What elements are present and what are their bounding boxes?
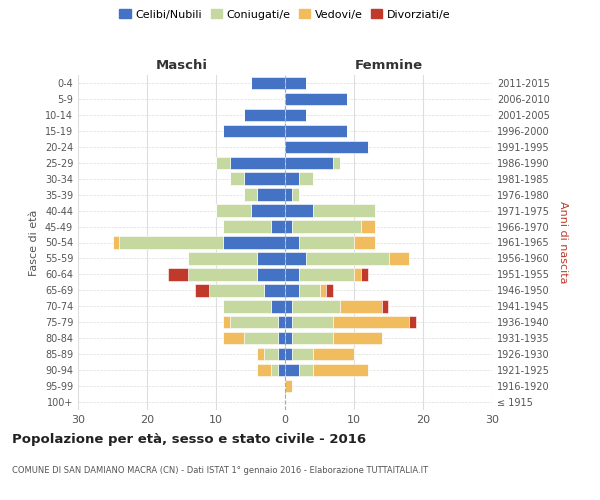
Bar: [285, 92, 347, 105]
Bar: [230, 156, 285, 169]
Bar: [257, 364, 271, 376]
Bar: [313, 204, 374, 217]
Bar: [196, 284, 209, 296]
Bar: [361, 268, 368, 280]
Bar: [278, 364, 285, 376]
Bar: [251, 204, 285, 217]
Bar: [299, 364, 313, 376]
Bar: [223, 332, 244, 344]
Bar: [334, 156, 340, 169]
Bar: [285, 236, 299, 248]
Bar: [168, 268, 188, 280]
Bar: [285, 204, 313, 217]
Bar: [285, 188, 292, 201]
Bar: [285, 220, 292, 233]
Bar: [326, 284, 334, 296]
Bar: [230, 172, 244, 185]
Bar: [292, 348, 313, 360]
Text: COMUNE DI SAN DAMIANO MACRA (CN) - Dati ISTAT 1° gennaio 2016 - Elaborazione TUT: COMUNE DI SAN DAMIANO MACRA (CN) - Dati …: [12, 466, 428, 475]
Bar: [285, 380, 292, 392]
Bar: [292, 316, 334, 328]
Bar: [188, 268, 257, 280]
Y-axis label: Fasce di età: Fasce di età: [29, 210, 39, 276]
Bar: [257, 348, 265, 360]
Bar: [223, 316, 230, 328]
Bar: [285, 172, 299, 185]
Bar: [292, 300, 340, 312]
Bar: [285, 156, 334, 169]
Bar: [299, 172, 313, 185]
Bar: [313, 348, 354, 360]
Text: Popolazione per età, sesso e stato civile - 2016: Popolazione per età, sesso e stato civil…: [12, 432, 366, 446]
Bar: [244, 108, 285, 121]
Bar: [285, 252, 306, 264]
Bar: [209, 284, 265, 296]
Bar: [278, 332, 285, 344]
Bar: [257, 268, 285, 280]
Bar: [285, 300, 292, 312]
Bar: [244, 188, 257, 201]
Bar: [265, 284, 285, 296]
Bar: [361, 220, 374, 233]
Legend: Celibi/Nubili, Coniugati/e, Vedovi/e, Divorziati/e: Celibi/Nubili, Coniugati/e, Vedovi/e, Di…: [117, 7, 453, 22]
Text: Femmine: Femmine: [355, 59, 422, 72]
Bar: [251, 77, 285, 89]
Bar: [285, 268, 299, 280]
Bar: [354, 236, 374, 248]
Bar: [306, 252, 389, 264]
Text: Maschi: Maschi: [155, 59, 208, 72]
Bar: [223, 300, 271, 312]
Bar: [188, 252, 257, 264]
Bar: [119, 236, 223, 248]
Bar: [271, 364, 278, 376]
Bar: [216, 204, 251, 217]
Bar: [292, 332, 334, 344]
Bar: [285, 140, 368, 153]
Bar: [223, 236, 285, 248]
Bar: [271, 220, 285, 233]
Bar: [285, 332, 292, 344]
Bar: [292, 220, 361, 233]
Bar: [285, 348, 292, 360]
Bar: [285, 364, 299, 376]
Bar: [230, 316, 278, 328]
Bar: [113, 236, 119, 248]
Bar: [313, 364, 368, 376]
Bar: [285, 284, 299, 296]
Bar: [334, 332, 382, 344]
Bar: [244, 332, 278, 344]
Bar: [285, 108, 306, 121]
Bar: [265, 348, 278, 360]
Bar: [354, 268, 361, 280]
Bar: [389, 252, 409, 264]
Bar: [257, 252, 285, 264]
Bar: [409, 316, 416, 328]
Bar: [278, 316, 285, 328]
Bar: [285, 316, 292, 328]
Bar: [216, 156, 230, 169]
Bar: [223, 220, 271, 233]
Bar: [299, 268, 354, 280]
Bar: [334, 316, 409, 328]
Bar: [223, 124, 285, 137]
Bar: [299, 284, 320, 296]
Bar: [244, 172, 285, 185]
Bar: [278, 348, 285, 360]
Bar: [299, 236, 354, 248]
Bar: [257, 188, 285, 201]
Bar: [382, 300, 389, 312]
Bar: [285, 124, 347, 137]
Bar: [340, 300, 382, 312]
Bar: [271, 300, 285, 312]
Bar: [320, 284, 326, 296]
Y-axis label: Anni di nascita: Anni di nascita: [558, 201, 568, 284]
Bar: [285, 77, 306, 89]
Bar: [292, 188, 299, 201]
